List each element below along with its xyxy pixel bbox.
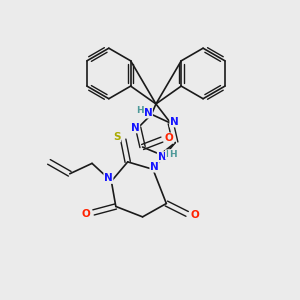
Text: O: O <box>165 133 174 143</box>
Text: N: N <box>170 117 179 127</box>
Text: N: N <box>131 123 140 133</box>
Text: H: H <box>169 150 176 159</box>
Text: H: H <box>136 106 144 115</box>
Text: N: N <box>158 152 166 162</box>
Text: O: O <box>190 210 199 220</box>
Text: S: S <box>113 132 121 142</box>
Text: N: N <box>150 162 159 172</box>
Text: O: O <box>82 209 91 219</box>
Text: N: N <box>104 173 113 183</box>
Text: H: H <box>166 150 173 159</box>
Text: N: N <box>143 108 152 118</box>
